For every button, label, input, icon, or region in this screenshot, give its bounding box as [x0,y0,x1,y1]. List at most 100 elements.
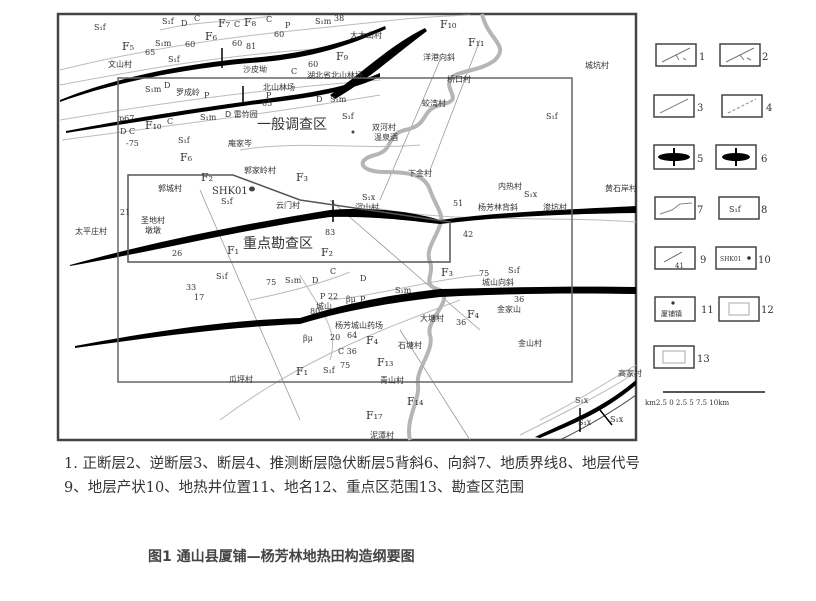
well-label: SHK01 [212,186,248,197]
label: F₇ [218,17,231,30]
label: S₁m [395,286,412,295]
label: 青山村 [380,375,404,385]
label: 26 [172,249,182,258]
label: -75 [126,139,139,148]
label: P [285,21,291,30]
label: 北山林场 [263,82,295,92]
yangfanglin-anticline [70,206,636,266]
legend-num: 7 [697,205,703,216]
label: S₁m [155,39,172,48]
label: 38 [334,14,344,23]
legend-reverse-fault: 2 [719,43,768,67]
label: S₁f [162,17,175,26]
label: 郭家岭村 [244,165,276,175]
key-area-label: 重点勘查区 [243,236,313,252]
anticline-2 [66,73,380,133]
label: 沙皮坳 [243,64,267,74]
label: 瓜坪村 [229,374,253,384]
label: F₁ [227,244,239,257]
legend-num: 12 [761,305,774,316]
label: 20 [330,333,340,342]
label: 渗坑村 [543,202,567,212]
scale-bar-label: km2.5 0 2.5 5 7.5 10km [645,399,729,407]
label: 36 [514,295,524,304]
label: 21 [120,208,130,217]
label: F₈ [244,16,257,29]
fold-axis-arrows [221,48,613,432]
legend-num: 6 [761,154,767,165]
legend-num: 3 [697,103,703,114]
legend-geologic-boundary: 7 [654,196,703,220]
label: S₁m [200,113,217,122]
label: S₁f [221,197,234,206]
label: F₁₇ [366,409,383,422]
label: 60 [308,60,318,69]
legend-place-name: 厦铺镇 11 [654,296,714,322]
general-survey-area [117,77,573,383]
label: 17 [194,293,204,302]
label: 温泉酒 [374,132,398,142]
label: 60 [232,39,242,48]
label: p67 [119,114,134,123]
label: 大木山村 [350,30,382,40]
legend-inferred-fault: 4 [721,94,772,118]
label: 75 [479,269,489,278]
label: C [291,67,297,76]
label: 石塘村 [398,340,422,350]
label: 下金村 [408,168,432,178]
label: D [360,274,366,283]
legend-num: 8 [761,205,767,216]
label: C [194,14,200,23]
label: F₁₀ [440,18,457,31]
legend-geothermal-well: SHK01 10 [715,246,771,270]
legend-num: 11 [701,305,714,316]
syncline-southeast [559,394,637,441]
label: 城坑村 [585,60,609,70]
label: 杨芳城山药场 [335,320,383,330]
label: S₁m [315,17,332,26]
label: 湖北省北山林场 [307,70,363,80]
legend-syncline: 6 [715,144,767,170]
place-dot-icon [351,130,355,134]
legend: 1 2 3 4 5 6 7 [653,43,774,369]
legend-anticline: 5 [653,144,703,170]
label: 云门村 [276,200,300,210]
label: 洋港向斜 [423,52,455,62]
label: F₅ [122,40,134,53]
label: F₃ [296,171,308,184]
label: F₂ [321,246,333,259]
label: 桥口村 [447,74,471,84]
label: F₄ [366,334,379,347]
label: D [164,81,170,90]
general-area-label: 一般调查区 [257,117,327,133]
label: F₁₃ [377,356,393,369]
label: P 22 [320,292,338,301]
label: P [360,295,366,304]
legend-attitude: 41 9 [654,246,706,270]
label: S₁f [94,23,107,32]
label: S₁m [285,276,302,285]
key-exploration-area [127,174,451,263]
river [360,13,503,441]
label: 黄石岸村 [605,183,637,193]
legend-fault: 3 [653,94,703,118]
legend-key-area-range: 12 [718,296,774,322]
label: 81 [246,42,256,51]
legend-sample: SHK01 [720,256,741,263]
label: F₆ [180,151,193,164]
label: 郭城村 [158,183,182,193]
legend-num: 4 [766,103,772,114]
label: 65 [262,99,272,108]
legend-num: 10 [758,255,771,266]
label: 33 [186,283,196,292]
scale-bar: km2.5 0 2.5 5 7.5 10km [645,391,765,407]
label: F₂ [201,171,213,184]
label: 60 [185,40,195,49]
label: F₁₁ [468,36,484,49]
legend-num: 1 [699,52,705,63]
label: 60 [274,30,284,39]
label: P [204,91,210,100]
legend-num: 13 [697,354,710,365]
label: 51 [453,199,463,208]
label: 圣地村 [141,215,165,225]
